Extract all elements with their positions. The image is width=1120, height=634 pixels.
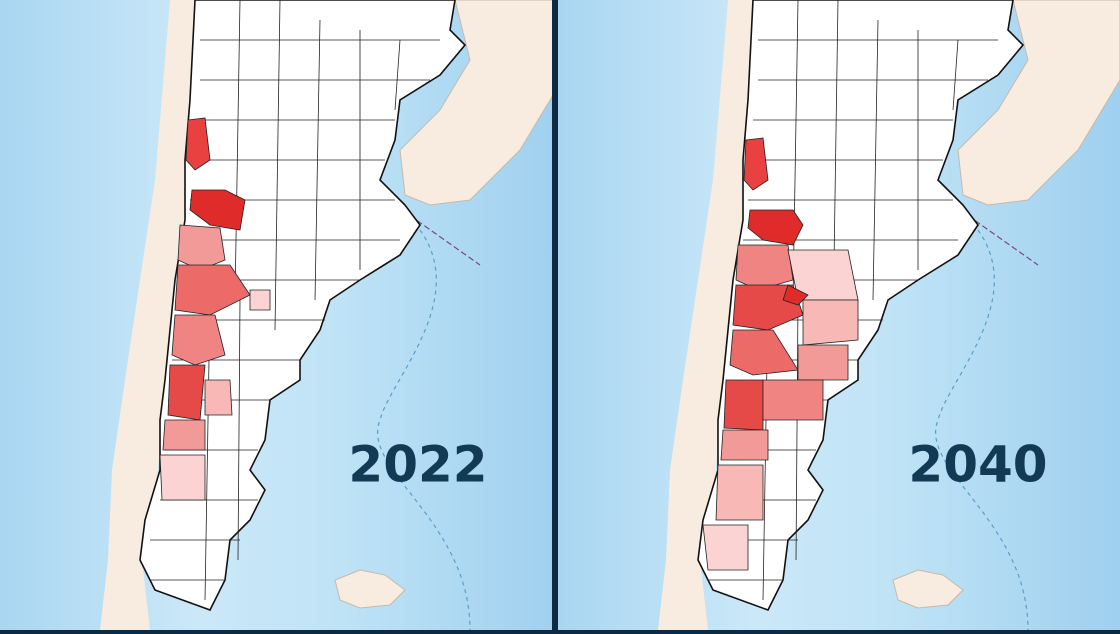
basemap <box>0 0 552 630</box>
map-panel: 2040 <box>558 0 1120 630</box>
highlighted-regions <box>702 137 859 571</box>
highlighted-regions <box>159 117 271 501</box>
divider <box>552 0 558 630</box>
year-label: 2022 <box>348 436 487 494</box>
map-panel: 2022 <box>0 0 552 630</box>
year-label: 2040 <box>908 436 1047 494</box>
